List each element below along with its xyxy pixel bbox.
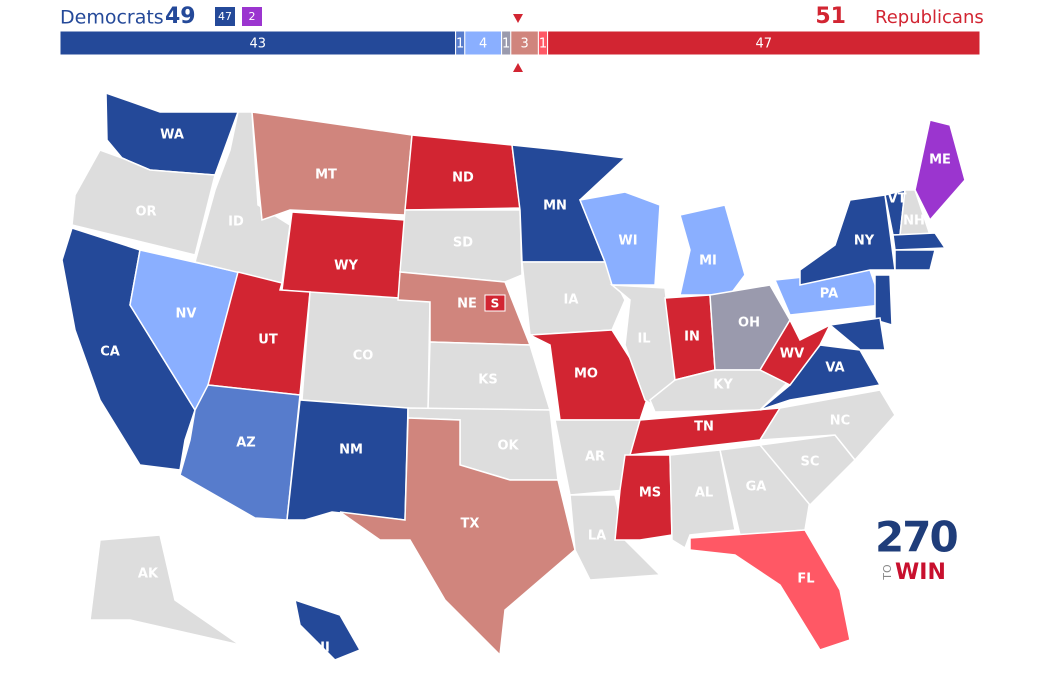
state[interactable]: [71, 149, 216, 256]
bar-segment-label: 1: [539, 37, 547, 52]
state[interactable]: [578, 191, 661, 286]
state[interactable]: [251, 111, 413, 222]
dem-total: 49: [165, 4, 196, 29]
state[interactable]: [294, 598, 362, 661]
logo: 270 TO WIN: [875, 513, 959, 586]
logo-win: WIN: [895, 560, 946, 585]
bar-segment-label: 1: [456, 37, 464, 52]
logo-number: 270: [875, 513, 957, 562]
state[interactable]: [521, 261, 626, 336]
state[interactable]: [874, 274, 893, 327]
state[interactable]: [281, 211, 406, 303]
dem-label: Democrats: [60, 7, 164, 29]
state[interactable]: [894, 249, 936, 271]
state[interactable]: [719, 444, 811, 536]
bar-segment: [547, 30, 981, 56]
state[interactable]: [614, 454, 673, 541]
marker-top: [513, 14, 523, 23]
state[interactable]: [892, 232, 947, 251]
state[interactable]: [399, 209, 523, 283]
state[interactable]: [286, 399, 409, 521]
state[interactable]: [339, 417, 576, 657]
us-map: WAORCANVIDMTWYUTAZCONMNDSDNEKSOKTXMNIAMO…: [61, 91, 966, 661]
state[interactable]: [689, 529, 851, 651]
state[interactable]: [179, 384, 301, 521]
marker-bottom: [513, 63, 523, 72]
bar-segment-label: 47: [756, 37, 773, 52]
seat-box-label: 2: [249, 10, 256, 23]
bar-segment-label: 3: [520, 37, 528, 52]
state[interactable]: [301, 291, 431, 411]
seat-box-label: 47: [218, 10, 232, 23]
bar-segment-label: 4: [479, 37, 487, 52]
rep-label: Republicans: [875, 7, 984, 28]
state[interactable]: [427, 341, 552, 411]
bar-segment: [510, 30, 539, 56]
state[interactable]: [404, 134, 521, 211]
state[interactable]: [679, 204, 746, 296]
logo-to: TO: [881, 564, 894, 581]
state[interactable]: [914, 119, 966, 222]
state[interactable]: [828, 317, 886, 351]
state[interactable]: [89, 534, 241, 646]
seat-box: [215, 7, 235, 26]
bar-segment-label: 43: [250, 37, 267, 52]
bar-segment: [59, 30, 457, 56]
seat-box: [242, 7, 262, 26]
special-marker: S: [491, 297, 500, 311]
rep-total: 51: [815, 4, 846, 29]
state[interactable]: [758, 389, 896, 462]
special-marker-box: [484, 294, 506, 312]
state[interactable]: [799, 194, 896, 286]
bar-segment-label: 1: [502, 37, 510, 52]
